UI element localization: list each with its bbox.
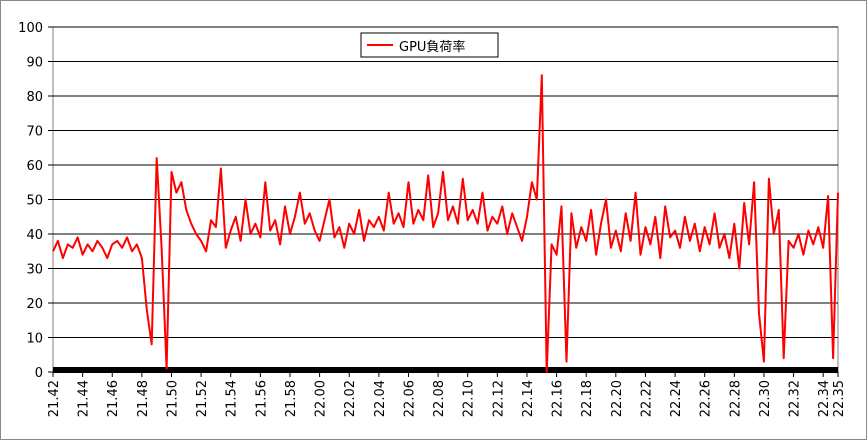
y-tick-label: 50 xyxy=(26,194,43,209)
y-tick-label: 70 xyxy=(26,125,43,140)
x-tick-label: 21.44 xyxy=(77,380,92,417)
y-tick-label: 0 xyxy=(35,366,43,381)
x-tick-label: 22.08 xyxy=(432,380,447,417)
x-tick-label: 21.42 xyxy=(47,380,62,417)
x-tick-label: 22.14 xyxy=(521,380,536,417)
x-tick-label: 22.18 xyxy=(580,380,595,417)
y-tick-label: 80 xyxy=(26,90,43,105)
y-tick-label: 30 xyxy=(26,263,43,278)
x-tick-label: 22.10 xyxy=(462,380,477,417)
x-tick-label: 21.46 xyxy=(106,380,121,417)
y-tick-label: 20 xyxy=(26,297,43,312)
y-tick-label: 100 xyxy=(18,21,43,36)
y-tick-label: 40 xyxy=(26,228,43,243)
x-tick-label: 21.52 xyxy=(195,380,210,417)
x-tick-label: 22.32 xyxy=(788,380,803,417)
x-tick-label: 21.58 xyxy=(284,380,299,417)
x-tick-label: 22.22 xyxy=(639,380,654,417)
x-tick-label: 22.24 xyxy=(669,380,684,417)
x-tick-label: 21.50 xyxy=(165,380,180,417)
y-tick-label: 10 xyxy=(26,332,43,347)
x-tick-label: 22.20 xyxy=(610,380,625,417)
y-tick-label: 90 xyxy=(26,56,43,71)
x-tick-label: 21.56 xyxy=(254,380,269,417)
y-tick-label: 60 xyxy=(26,159,43,174)
x-tick-label: 22.34 xyxy=(817,380,832,417)
x-tick-label: 22.30 xyxy=(758,380,773,417)
x-tick-label: 22.12 xyxy=(491,380,506,417)
x-tick-label: 22.06 xyxy=(402,380,417,417)
x-tick-label: 22.26 xyxy=(699,380,714,417)
x-tick-label: 22.28 xyxy=(728,380,743,417)
x-tick-label: 22.35 xyxy=(832,380,847,417)
x-tick-label: 21.48 xyxy=(136,380,151,417)
x-tick-label: 21.54 xyxy=(225,380,240,417)
x-tick-label: 22.04 xyxy=(373,380,388,417)
legend-label: GPU負荷率 xyxy=(399,39,465,55)
series-line xyxy=(52,74,839,373)
x-tick-label: 22.16 xyxy=(551,380,566,417)
x-tick-label: 22.00 xyxy=(314,380,329,417)
x-tick-label: 22.02 xyxy=(343,380,358,417)
